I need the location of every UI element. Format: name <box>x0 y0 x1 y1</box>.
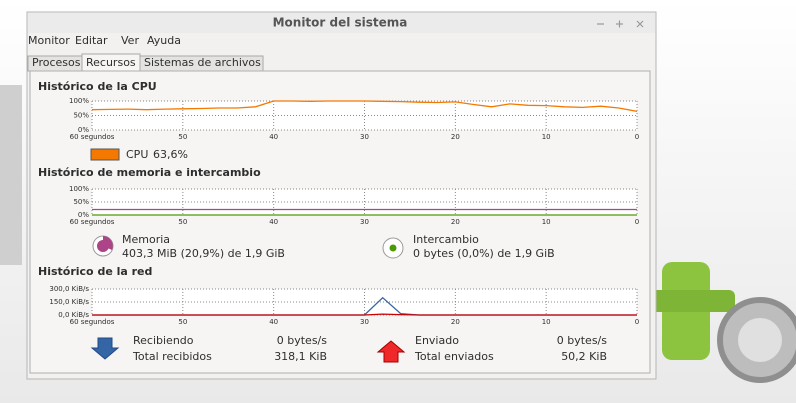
x-tick-label: 10 <box>542 218 551 226</box>
section-heading: Histórico de memoria e intercambio <box>38 166 261 179</box>
x-tick-label: 40 <box>269 318 278 326</box>
y-tick-label: 0% <box>78 211 89 219</box>
x-tick-label: 30 <box>360 318 369 326</box>
legend-label: Total enviados <box>414 350 494 363</box>
window-title: Monitor del sistema <box>273 16 408 30</box>
x-tick-label: 20 <box>451 133 460 141</box>
cpu-color-swatch[interactable] <box>90 148 120 161</box>
download-icon <box>90 337 120 360</box>
upload-icon <box>376 340 406 363</box>
legend-label: CPU <box>126 148 148 161</box>
x-tick-label: 50 <box>178 318 187 326</box>
y-tick-label: 50% <box>73 112 89 120</box>
y-tick-label: 0% <box>78 126 89 134</box>
x-tick-label: 30 <box>360 133 369 141</box>
window-controls[interactable] <box>597 20 644 28</box>
y-tick-label: 100% <box>69 185 89 193</box>
x-tick-label: 60 segundos <box>70 218 115 226</box>
legend-label: Memoria <box>122 233 170 246</box>
legend-value: 318,1 KiB <box>274 350 327 363</box>
y-tick-label: 100% <box>69 97 89 105</box>
x-tick-label: 20 <box>451 318 460 326</box>
menu-item[interactable]: Editar <box>75 34 108 47</box>
x-tick-label: 10 <box>542 133 551 141</box>
x-tick-label: 10 <box>542 318 551 326</box>
legend-label: Intercambio <box>413 233 479 246</box>
close-button[interactable] <box>636 20 644 28</box>
x-tick-label: 20 <box>451 218 460 226</box>
x-tick-label: 40 <box>269 133 278 141</box>
tab-bar: Procesos Recursos Sistemas de archivos <box>27 53 264 72</box>
x-tick-label: 60 segundos <box>70 318 115 326</box>
legend-value: 0 bytes/s <box>277 334 328 347</box>
legend-value: 0 bytes/s <box>557 334 608 347</box>
tab-label[interactable]: Procesos <box>32 56 81 69</box>
tab-label[interactable]: Recursos <box>86 56 136 69</box>
legend-value: 50,2 KiB <box>561 350 607 363</box>
menu-item[interactable]: Ver <box>121 34 139 47</box>
memory-graph: 100% 50% 0%60 segundos 50 40 30 20 10 0 <box>69 185 639 226</box>
x-tick-label: 50 <box>178 133 187 141</box>
x-tick-label: 0 <box>635 318 639 326</box>
legend-value: 63,6% <box>153 148 188 161</box>
y-tick-label: 150,0 KiB/s <box>49 298 89 306</box>
menu-item[interactable]: Monitor <box>28 34 70 47</box>
x-tick-label: 0 <box>635 218 639 226</box>
series-line <box>92 313 637 316</box>
x-tick-label: 40 <box>269 218 278 226</box>
legend-detail: 403,3 MiB (20,9%) de 1,9 GiB <box>122 247 285 260</box>
title-bar <box>28 13 655 33</box>
x-tick-label: 30 <box>360 218 369 226</box>
legend-label: Total recibidos <box>132 350 212 363</box>
legend-detail: 0 bytes (0,0%) de 1,9 GiB <box>413 247 555 260</box>
section-heading: Histórico de la CPU <box>38 80 157 93</box>
tab-label[interactable]: Sistemas de archivos <box>144 56 261 69</box>
memory-icon[interactable] <box>92 235 114 257</box>
section-heading: Histórico de la red <box>38 265 152 278</box>
series-line <box>91 100 638 113</box>
legend-label: Enviado <box>415 334 459 347</box>
y-tick-label: 300,0 KiB/s <box>49 285 89 293</box>
menu-item[interactable]: Ayuda <box>147 34 181 47</box>
cpu-graph: 100% 50% 0%60 segundos 50 40 30 20 10 0 <box>69 97 639 141</box>
menu-bar: Monitor Editar Ver Ayuda <box>28 34 181 47</box>
desktop-shape <box>0 85 22 265</box>
swap-icon[interactable] <box>382 237 404 259</box>
y-tick-label: 50% <box>73 198 89 206</box>
mint-logo <box>640 262 796 383</box>
x-tick-label: 50 <box>178 218 187 226</box>
x-tick-label: 60 segundos <box>70 133 115 141</box>
x-tick-label: 0 <box>635 133 639 141</box>
y-tick-label: 0,0 KiB/s <box>58 311 89 319</box>
network-graph: 300,0 KiB/s 150,0 KiB/s 0,0 KiB/s60 segund… <box>49 285 639 326</box>
legend-label: Recibiendo <box>133 334 194 347</box>
